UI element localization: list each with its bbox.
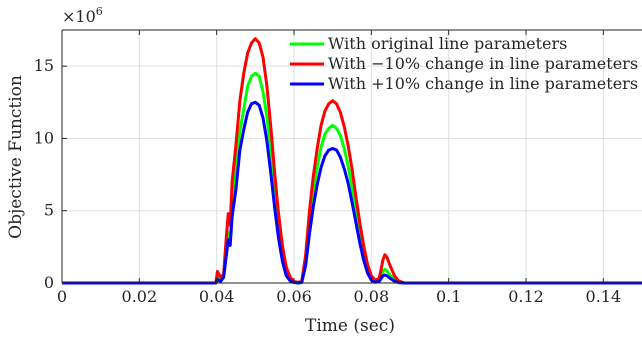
x-tick-label: 0.06 bbox=[276, 287, 312, 306]
x-axis-label: Time (sec) bbox=[305, 316, 395, 336]
x-tick-label: 0.14 bbox=[586, 287, 622, 306]
series-line-2 bbox=[62, 100, 642, 285]
legend-label-1: With −10% change in line parameters bbox=[328, 54, 638, 73]
tick-labels: 0 0.02 0.04 0.06 0.08 0.1 0.12 0.14 0 5 10 15 bbox=[34, 56, 622, 306]
x-tick-label: 0.08 bbox=[354, 287, 390, 306]
y-tick-label: 5 bbox=[44, 201, 54, 220]
series-lines bbox=[62, 37, 642, 285]
y-multiplier-base: ×10 bbox=[62, 7, 96, 26]
y-tick-label: 10 bbox=[34, 128, 54, 147]
axes bbox=[61, 29, 642, 284]
legend-label-2: With +10% change in line parameters bbox=[328, 74, 638, 93]
x-tick-label: 0.04 bbox=[199, 287, 235, 306]
legend-label-0: With original line parameters bbox=[328, 34, 567, 53]
y-tick-label: 0 bbox=[44, 273, 54, 292]
x-tick-label: 0 bbox=[57, 287, 67, 306]
y-multiplier: ×106 bbox=[62, 5, 103, 26]
y-axis-label: Objective Function bbox=[6, 75, 26, 239]
x-tick-label: 0.1 bbox=[436, 287, 461, 306]
y-multiplier-exponent: 6 bbox=[96, 5, 103, 18]
series-line-1 bbox=[62, 37, 642, 285]
y-tick-label: 15 bbox=[34, 56, 54, 75]
x-tick-label: 0.12 bbox=[508, 287, 544, 306]
x-tick-label: 0.02 bbox=[122, 287, 158, 306]
